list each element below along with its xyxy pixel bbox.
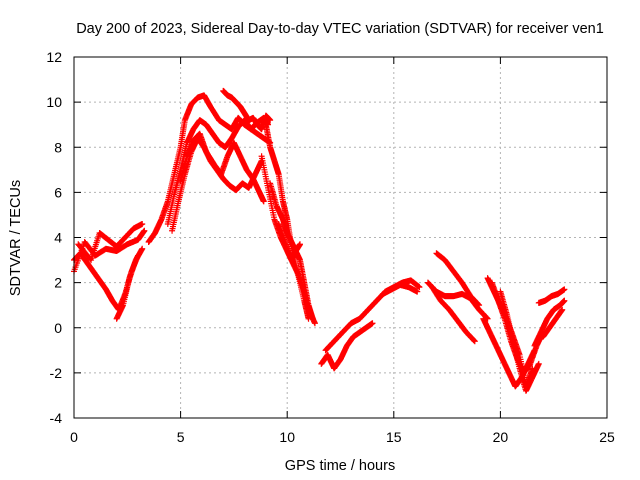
y-tick-label: -4 <box>50 410 63 426</box>
series-mid-1 <box>380 281 421 297</box>
series-end-2 <box>535 286 568 306</box>
x-tick-label: 25 <box>599 429 615 445</box>
data-point <box>470 336 477 343</box>
x-axis-label: GPS time / hours <box>285 458 395 474</box>
data-point <box>141 227 148 234</box>
data-point <box>267 117 274 124</box>
x-tick-label: 10 <box>279 429 295 445</box>
data-point <box>139 245 146 252</box>
x-tick-label: 15 <box>386 429 402 445</box>
y-tick-label: 2 <box>54 275 62 291</box>
data-point <box>414 288 421 295</box>
data-point <box>416 284 423 291</box>
data-point <box>561 286 568 293</box>
data-point <box>535 360 542 367</box>
data-point <box>296 241 303 248</box>
data-point <box>471 338 478 345</box>
series-trough <box>318 320 376 372</box>
chart-title: Day 200 of 2023, Sidereal Day-to-day VTE… <box>76 21 604 37</box>
y-axis-label: SDTVAR / TECUs <box>8 180 24 296</box>
y-tick-label: 4 <box>54 230 62 246</box>
x-tick-label: 0 <box>70 429 78 445</box>
series-fall-4 <box>275 220 318 327</box>
y-tick-label: -2 <box>50 365 63 381</box>
data-point <box>139 220 146 227</box>
axes: 0 5 10 15 20 25 -4 -2 0 2 4 6 8 10 12 <box>46 49 615 445</box>
data-points <box>71 87 568 394</box>
data-point <box>369 320 376 327</box>
series-mid-4 <box>424 279 491 322</box>
y-tick-label: 0 <box>54 320 62 336</box>
series-track-c <box>75 220 146 264</box>
data-point <box>260 198 267 205</box>
y-tick-label: 12 <box>46 49 62 65</box>
y-tick-label: 10 <box>46 94 62 110</box>
series-end-3 <box>540 306 566 340</box>
data-point <box>559 306 566 313</box>
y-tick-label: 8 <box>54 139 62 155</box>
x-tick-label: 5 <box>177 429 185 445</box>
series-mid-2 <box>429 284 478 345</box>
data-point <box>561 297 568 304</box>
series-peak <box>220 87 274 133</box>
series-track-d <box>113 245 146 322</box>
y-tick-label: 6 <box>54 184 62 200</box>
series-dip-4 <box>497 288 542 394</box>
data-point <box>471 337 478 344</box>
x-tick-label: 20 <box>493 429 509 445</box>
series-rise-4 <box>177 130 267 205</box>
data-point <box>311 320 318 327</box>
